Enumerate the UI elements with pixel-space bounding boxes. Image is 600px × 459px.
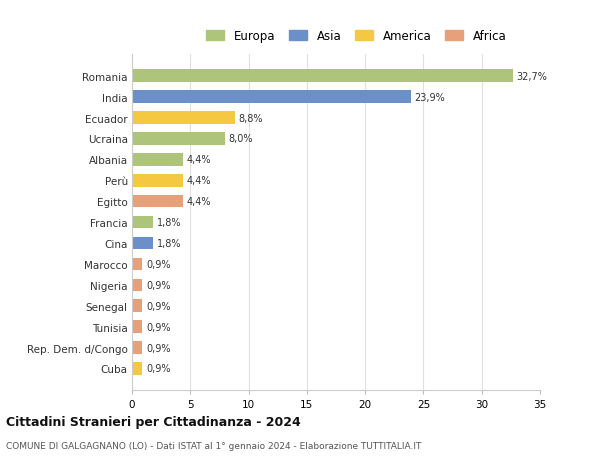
Text: 0,9%: 0,9% (146, 280, 170, 290)
Text: 32,7%: 32,7% (517, 72, 548, 82)
Bar (132, 279, 142, 291)
Bar (132, 70, 513, 83)
Text: 0,9%: 0,9% (146, 301, 170, 311)
Bar (132, 258, 142, 271)
Text: 0,9%: 0,9% (146, 343, 170, 353)
Text: 23,9%: 23,9% (414, 92, 445, 102)
Text: 0,9%: 0,9% (146, 364, 170, 374)
Bar (132, 237, 153, 250)
Text: 8,8%: 8,8% (238, 113, 263, 123)
Bar (132, 91, 410, 104)
Text: 4,4%: 4,4% (187, 176, 211, 186)
Text: 4,4%: 4,4% (187, 197, 211, 207)
Legend: Europa, Asia, America, Africa: Europa, Asia, America, Africa (204, 28, 509, 45)
Bar (132, 112, 235, 124)
Text: 1,8%: 1,8% (157, 239, 181, 248)
Text: 0,9%: 0,9% (146, 322, 170, 332)
Text: COMUNE DI GALGAGNANO (LO) - Dati ISTAT al 1° gennaio 2024 - Elaborazione TUTTITA: COMUNE DI GALGAGNANO (LO) - Dati ISTAT a… (6, 441, 421, 450)
Bar (132, 321, 142, 333)
Bar (132, 300, 142, 312)
Bar (132, 363, 142, 375)
Text: Cittadini Stranieri per Cittadinanza - 2024: Cittadini Stranieri per Cittadinanza - 2… (6, 415, 301, 428)
Bar (132, 341, 142, 354)
Bar (132, 133, 225, 146)
Bar (132, 174, 183, 187)
Text: 4,4%: 4,4% (187, 155, 211, 165)
Text: 1,8%: 1,8% (157, 218, 181, 228)
Text: 8,0%: 8,0% (229, 134, 253, 144)
Bar (132, 196, 183, 208)
Bar (132, 154, 183, 166)
Text: 0,9%: 0,9% (146, 259, 170, 269)
Bar (132, 216, 153, 229)
